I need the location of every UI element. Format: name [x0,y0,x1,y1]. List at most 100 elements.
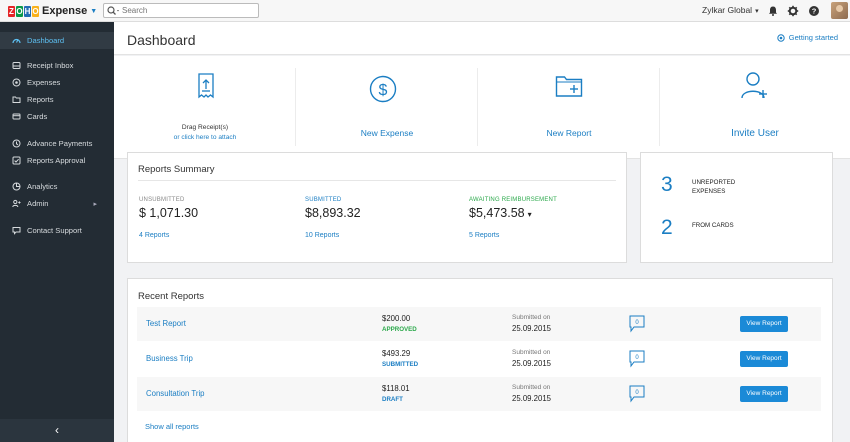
submitted-date: 25.09.2015 [512,324,552,333]
submitted-label: Submitted on [512,314,551,321]
logo-letter-z: Z [8,5,15,17]
logo-letter-o2: O [32,5,39,17]
unreported-label: UNREPORTED EXPENSES [692,178,735,196]
summary-reports-link[interactable]: 10 Reports [305,232,340,239]
new-expense-label: New Expense [360,128,414,138]
help-icon[interactable]: ? [808,5,820,17]
gear-icon[interactable] [787,5,799,17]
report-amount: $493.29 [382,349,411,358]
sidebar-item-label: Expenses [27,78,61,87]
app-logo[interactable]: Z O H O Expense ▼ [8,4,97,18]
summary-reports-link[interactable]: 5 Reports [469,232,500,239]
submitted-date: 25.09.2015 [512,359,552,368]
comment-icon[interactable]: 0 [629,350,645,368]
sidebar-item-advance-payments[interactable]: Advance Payments [0,135,114,152]
view-report-button[interactable]: View Report [740,316,788,332]
org-switcher[interactable]: Zylkar Global ▾ [702,5,759,15]
divider [138,180,616,181]
unreported-label-line2: EXPENSES [692,188,726,195]
summary-amount: $5,473.58 ▾ [469,206,557,220]
new-report-label: New Report [546,128,592,138]
reports-summary-title: Reports Summary [138,164,215,175]
show-all-reports-link[interactable]: Show all reports [145,422,199,431]
cards-count[interactable]: 2 [661,216,673,239]
search-box[interactable] [103,3,259,18]
bell-icon[interactable] [767,5,779,17]
svg-text:?: ? [812,7,817,16]
submitted-date: 25.09.2015 [512,394,552,403]
comment-icon[interactable]: 0 [629,385,645,403]
summary-label: SUBMITTED [305,197,342,203]
invite-user-button[interactable]: Invite User [660,56,850,159]
view-report-button[interactable]: View Report [740,351,788,367]
pie-icon [12,182,21,191]
recent-reports-card: Recent Reports Test Report $200.00 APPRO… [127,278,833,442]
sidebar-item-cards[interactable]: Cards [0,108,114,125]
report-name-link[interactable]: Business Trip [146,354,193,363]
getting-started-label: Getting started [788,33,838,42]
sidebar-item-label: Receipt Inbox [27,61,74,70]
chevron-down-icon: ▾ [755,8,759,15]
submitted-label: Submitted on [512,349,551,356]
card-icon [12,113,21,120]
sidebar-item-analytics[interactable]: Analytics [0,178,114,195]
unsubmitted-summary: UNSUBMITTED $ 1,071.30 4 Reports [139,197,198,239]
unreported-count[interactable]: 3 [661,173,673,196]
logo-letter-h: H [24,5,31,17]
collapse-sidebar-button[interactable]: ‹ [0,419,114,442]
sidebar-item-label: Dashboard [27,36,65,45]
sidebar-item-label: Reports [27,95,54,104]
sidebar-item-admin[interactable]: Admin ▸ [0,195,114,212]
status-badge: APPROVED [382,326,417,333]
sidebar-item-label: Reports Approval [27,156,86,165]
sidebar-item-dashboard[interactable]: Dashboard [0,32,114,49]
status-badge: SUBMITTED [382,361,419,368]
unreported-card: 3 UNREPORTED EXPENSES 2 FROM CARDS [640,152,833,263]
approval-icon [12,156,21,165]
admin-icon [12,199,21,208]
top-bar: Z O H O Expense ▼ Zylkar Global▾ ? [0,0,850,22]
status-badge: DRAFT [382,396,403,403]
report-name-link[interactable]: Test Report [146,319,186,328]
divider [477,68,478,146]
sidebar-item-receipt-inbox[interactable]: Receipt Inbox [0,57,114,74]
page-header: Dashboard Getting started [114,22,850,55]
drag-receipts-label: Drag Receipt(s) [181,124,229,131]
drag-receipts-dropzone[interactable]: Drag Receipt(s) or click here to attach [114,56,296,159]
table-row: Test Report $200.00 APPROVED Submitted o… [137,307,821,341]
svg-text:$: $ [379,82,388,99]
chat-icon [12,227,21,235]
folder-icon [12,96,21,103]
sidebar-item-expenses[interactable]: Expenses [0,74,114,91]
summary-label: UNSUBMITTED [139,197,185,203]
avatar[interactable] [831,2,848,19]
sidebar-item-reports[interactable]: Reports [0,91,114,108]
svg-text:0: 0 [635,355,639,361]
sidebar-item-label: Advance Payments [27,139,93,148]
new-expense-button[interactable]: $ New Expense [296,56,478,159]
app-name: Expense [42,5,88,17]
reports-summary-card: Reports Summary UNSUBMITTED $ 1,071.30 4… [127,152,627,263]
sidebar-item-label: Admin [27,199,49,208]
target-icon [777,33,785,42]
sidebar-item-reports-approval[interactable]: Reports Approval [0,152,114,169]
report-name-link[interactable]: Consultation Trip [146,389,205,398]
summary-label: AWAITING REIMBURSEMENT [469,197,557,203]
new-report-button[interactable]: New Report [478,56,660,159]
search-input[interactable] [122,4,257,17]
view-report-button[interactable]: View Report [740,386,788,402]
getting-started-link[interactable]: Getting started [777,33,838,42]
summary-reports-link[interactable]: 4 Reports [139,232,170,239]
chevron-down-icon[interactable]: ▾ [527,210,532,219]
summary-amount-value: $5,473.58 [469,206,525,220]
chevron-down-icon[interactable]: ▼ [90,7,98,15]
sidebar-item-contact-support[interactable]: Contact Support [0,222,114,239]
divider [659,68,660,146]
sidebar-item-label: Cards [27,112,48,121]
dashboard-icon [12,38,21,44]
comment-icon[interactable]: 0 [629,315,645,333]
awaiting-reimbursement-summary: AWAITING REIMBURSEMENT $5,473.58 ▾ 5 Repo… [469,197,557,239]
attach-link[interactable]: or click here to attach [173,134,237,141]
org-name: Zylkar Global [702,5,753,15]
main-content: Dashboard Getting started Drag Receipt(s… [114,22,850,442]
